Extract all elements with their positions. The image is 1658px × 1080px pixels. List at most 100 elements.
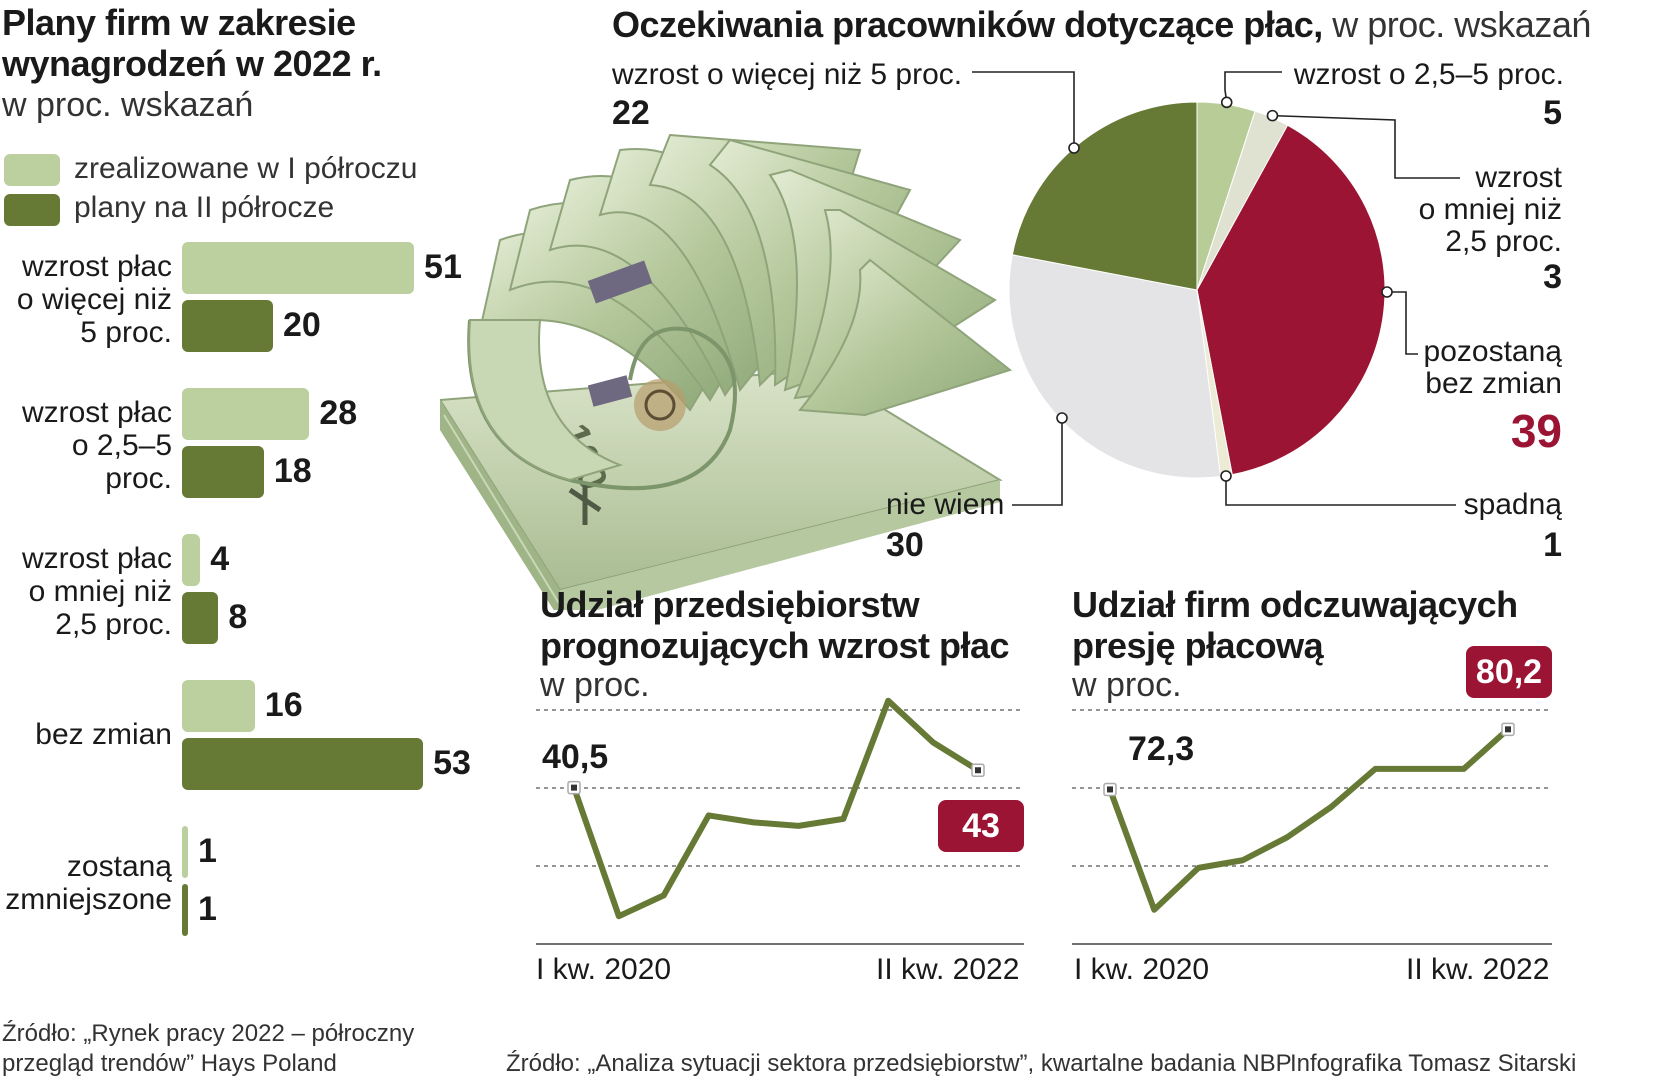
line-chart2-subtitle: w proc. <box>1072 666 1182 704</box>
bar-first-half <box>182 534 201 586</box>
bar-first-half <box>182 388 310 440</box>
bar-category-label-line: zostaną <box>66 850 172 883</box>
line-chart1-subtitle: w proc. <box>540 666 650 704</box>
pie-label-less-than-2-5-line3: 2,5 proc. <box>1445 225 1562 258</box>
line-chart2-start-label: 72,3 <box>1128 730 1195 768</box>
line-chart2-title-line2: presję płacową <box>1072 625 1324 666</box>
bar-value-label: 1 <box>198 832 217 870</box>
bar-chart-source-line1: Źródło: „Rynek pracy 2022 – półroczny <box>2 1020 415 1047</box>
bar-value-label: 18 <box>273 452 312 490</box>
bar-value-label: 53 <box>433 744 471 782</box>
pie-value-less-than-2-5: 3 <box>1543 258 1562 296</box>
pie-leader-line <box>1225 476 1456 506</box>
line-chart2-x-start: I kw. 2020 <box>1074 953 1210 986</box>
pie-value-dont-know: 30 <box>886 526 924 564</box>
pie-chart-title-light: w proc. wskazań <box>1322 4 1591 45</box>
footer-source: Źródło: „Analiza sytuacji sektora przeds… <box>506 1050 1292 1077</box>
bar-category-label-line: bez zmian <box>35 718 172 751</box>
bar-value-label: 4 <box>210 540 230 578</box>
pie-label-less-than-2-5: wzrost o mniej niż 2,5 proc. <box>1419 162 1562 258</box>
line-chart1-end-badge: 43 <box>938 800 1024 852</box>
pie-label-no-change-line2: bez zmian <box>1425 367 1562 400</box>
legend-swatch-first-half <box>4 154 60 186</box>
line-chart1-start-label: 40,5 <box>542 738 609 776</box>
bar-second-half <box>182 592 219 644</box>
line-chart1-title-line2: prognozujących wzrost płac <box>540 625 1010 666</box>
pie-leader-dot <box>1266 109 1279 122</box>
bar-category-label-line: 2,5 proc. <box>55 608 172 641</box>
bar-first-half <box>182 242 415 294</box>
bar-category-label-line: wzrost płac <box>21 542 172 575</box>
banknotes-illustration: 100 <box>440 133 1013 610</box>
bar-value-label: 8 <box>228 598 248 636</box>
line-chart1-x-start: I kw. 2020 <box>536 953 672 986</box>
pie-label-less-than-2-5-line1: wzrost <box>1475 161 1562 194</box>
pie-leader-dot <box>1381 286 1393 298</box>
pie-leader-line <box>972 71 1075 148</box>
bar-first-half <box>182 826 188 878</box>
bar-category-label-line: o więcej niż <box>16 283 172 316</box>
pie-slice-no-change <box>1196 124 1386 476</box>
pie-value-fall: 1 <box>1543 526 1562 564</box>
bar-value-label: 28 <box>319 394 358 432</box>
line-chart2-title-line1: Udział firm odczuwających <box>1072 584 1518 625</box>
bar-value-label: 51 <box>424 248 462 286</box>
bar-category-label: zostaną zmniejszone <box>5 850 172 916</box>
pie-chart-title-bold: Oczekiwania pracowników dotyczące płac, <box>612 4 1323 45</box>
pie-leader-line <box>1224 71 1282 103</box>
bar-second-half <box>182 446 264 498</box>
line-chart1-marker-dot <box>571 784 577 791</box>
line-chart1-title-line1: Udział przedsiębiorstw <box>540 584 920 625</box>
legend-label-second-half: plany na II półrocze <box>74 191 335 224</box>
bar-second-half <box>182 884 188 936</box>
pie-label-dont-know: nie wiem <box>886 488 1005 521</box>
bar-value-label: 1 <box>198 890 217 928</box>
bar-first-half <box>182 680 255 732</box>
pie-leader-dot <box>1056 412 1068 424</box>
bar-second-half <box>182 300 273 352</box>
line-chart2-marker-dot <box>1107 786 1113 793</box>
pie-value-2-5-to-5: 5 <box>1543 94 1562 132</box>
bar-category-label: wzrost płac o więcej niż 5 proc. <box>17 250 172 349</box>
line-chart2-marker-dot <box>1505 726 1511 733</box>
bar-chart-title-line1: Plany firm w zakresie <box>2 2 356 43</box>
pie-leader-dot <box>1220 470 1232 482</box>
bar-value-label: 20 <box>283 306 321 344</box>
bar-chart-subtitle: w proc. wskazań <box>2 86 254 124</box>
bar-value-label: 16 <box>264 686 303 724</box>
line-chart1-marker-dot <box>975 767 981 774</box>
pie-leader-dot <box>1220 96 1233 109</box>
bar-category-label-line: proc. <box>105 462 172 495</box>
pie-label-no-change-line1: pozostaną <box>1423 335 1562 368</box>
line-chart2-end-badge: 80,2 <box>1466 646 1552 698</box>
bar-category-label-line: o mniej niż <box>28 575 172 608</box>
legend-label-first-half: zrealizowane w I półroczu <box>74 152 418 185</box>
pie-value-no-change: 39 <box>1510 405 1562 457</box>
pie-leader-line <box>1387 291 1418 355</box>
line-chart2-series-line <box>1107 726 1511 913</box>
bar-category-label: bez zmian <box>35 718 172 751</box>
pie-label-more-than-5: wzrost o więcej niż 5 proc. <box>612 58 963 91</box>
footer-credit: Infografika Tomasz Sitarski <box>1290 1050 1577 1077</box>
line-chart2-x-end: II kw. 2022 <box>1406 953 1550 986</box>
bar-second-half <box>182 738 424 790</box>
bar-chart-title-line2: wynagrodzeń w 2022 r. <box>2 43 382 84</box>
pie-leader-line <box>1272 114 1460 179</box>
pie-label-fall: spadną <box>1463 488 1562 521</box>
pie-label-no-change: pozostaną bez zmian <box>1424 336 1562 400</box>
legend-swatch-second-half <box>4 194 60 226</box>
pie-value-more-than-5: 22 <box>612 94 650 132</box>
pie-chart-title: Oczekiwania pracowników dotyczące płac, … <box>612 4 1591 46</box>
pie-leader-dot <box>1068 142 1080 154</box>
pie-leader-line <box>1012 418 1063 506</box>
line-chart1-series-line <box>571 697 981 920</box>
bar-category-label: wzrost płac o 2,5–5 proc. <box>22 396 172 495</box>
bar-category-label-line: wzrost płac <box>21 396 172 429</box>
pie-label-2-5-to-5: wzrost o 2,5–5 proc. <box>1293 58 1564 91</box>
line-chart1-x-end: II kw. 2022 <box>876 953 1020 986</box>
bar-category-label-line: zmniejszone <box>5 883 172 916</box>
bar-chart-source-line2: przegląd trendów” Hays Poland <box>2 1050 337 1077</box>
pie-label-less-than-2-5-line2: o mniej niż <box>1418 193 1562 226</box>
